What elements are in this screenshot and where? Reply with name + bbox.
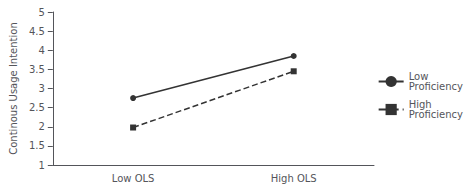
svg-text:High OLS: High OLS: [271, 173, 317, 184]
svg-text:Continous Usage Intention: Continous Usage Intention: [8, 22, 19, 155]
svg-text:1.5: 1.5: [29, 140, 45, 151]
svg-text:5: 5: [38, 7, 44, 18]
svg-text:2.5: 2.5: [29, 102, 45, 113]
svg-text:4: 4: [38, 45, 44, 56]
svg-text:High: High: [408, 99, 432, 110]
svg-text:3: 3: [38, 83, 44, 94]
svg-text:2: 2: [38, 121, 44, 132]
svg-text:4.5: 4.5: [29, 26, 45, 37]
svg-text:3.5: 3.5: [29, 64, 45, 75]
svg-text:Low: Low: [408, 71, 429, 82]
svg-text:Low OLS: Low OLS: [112, 173, 155, 184]
svg-text:Proficiency: Proficiency: [409, 81, 463, 92]
svg-text:Proficiency: Proficiency: [409, 109, 463, 120]
svg-text:1: 1: [38, 160, 44, 171]
